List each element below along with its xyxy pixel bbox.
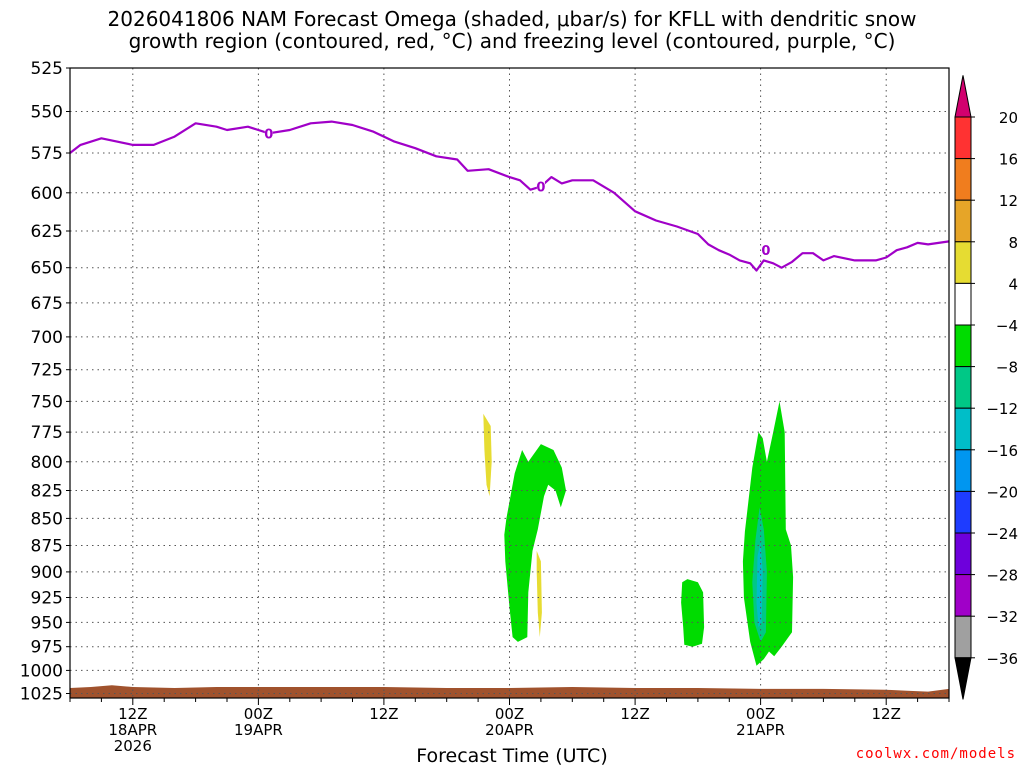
y-tick-label: 1025	[20, 685, 63, 705]
grid-layer	[70, 68, 949, 698]
site-credit: coolwx.com/models	[855, 746, 1016, 762]
colorbar-swatch	[954, 407, 972, 451]
freezing-level-label: 0	[264, 127, 273, 142]
x-tick-label: 12Z	[620, 705, 649, 723]
y-tick-label: 875	[31, 537, 63, 557]
freezing-level-label: 0	[536, 181, 545, 196]
colorbar-swatch	[954, 75, 972, 118]
y-tick-label: 1000	[20, 661, 63, 681]
omega-region	[742, 401, 794, 666]
colorbar-swatch	[954, 282, 972, 326]
colorbar-swatch	[954, 366, 972, 409]
x-tick-label: 00Z	[495, 705, 524, 723]
x-axis-title: Forecast Time (UTC)	[416, 745, 608, 767]
colorbar-swatch	[954, 158, 972, 201]
ground-fill	[70, 685, 949, 698]
y-tick-label: 700	[31, 328, 63, 348]
x-tick-label: 12Z	[872, 705, 901, 723]
y-tick-label: 900	[31, 563, 63, 583]
chart-title: 2026041806 NAM Forecast Omega (shaded, μ…	[0, 8, 1024, 52]
x-tick-label: 00Z	[244, 705, 273, 723]
y-tick-label: 925	[31, 589, 63, 609]
omega-region	[483, 413, 492, 497]
y-tick-label: 525	[31, 59, 63, 79]
y-tick-label: 575	[31, 144, 63, 164]
colorbar-swatch	[954, 449, 972, 492]
omega-region	[504, 444, 566, 642]
y-axis: 525 550 575 600 625 650 675 700 725 750 775 800 825 8…	[20, 59, 70, 705]
colorbar-swatch	[954, 116, 972, 160]
x-tick-label: 18APR	[108, 721, 157, 739]
colorbar-label: −8	[996, 359, 1018, 377]
colorbar-swatch	[954, 199, 972, 243]
x-tick-label: 12Z	[369, 705, 398, 723]
y-tick-label: 775	[31, 423, 63, 443]
y-tick-label: 950	[31, 613, 63, 633]
colorbar-swatch	[954, 615, 972, 659]
y-tick-label: 600	[31, 184, 63, 204]
omega-region	[756, 542, 763, 628]
y-tick-label: 850	[31, 509, 63, 529]
y-tick-label: 550	[31, 103, 63, 123]
colorbar-swatch	[954, 241, 972, 284]
colorbar-label: 16	[999, 151, 1018, 169]
colorbar-label: −24	[986, 525, 1018, 543]
omega-region	[536, 550, 542, 638]
x-tick-label: 19APR	[234, 721, 283, 739]
colorbar-label: −28	[986, 567, 1018, 585]
colorbar-swatch	[954, 657, 972, 700]
y-tick-label: 825	[31, 482, 63, 502]
x-tick-label: 12Z	[118, 705, 147, 723]
colorbar-label: −4	[996, 317, 1018, 335]
colorbar-label: −32	[986, 608, 1018, 626]
y-tick-label: 750	[31, 392, 63, 412]
colorbar-label: −20	[986, 483, 1018, 501]
colorbar-label: −16	[986, 442, 1018, 460]
colorbar-label: −36	[986, 650, 1018, 668]
colorbar-label: 12	[999, 192, 1018, 210]
y-tick-label: 800	[31, 453, 63, 473]
freezing-level-label-bg	[761, 243, 770, 258]
freezing-level-line	[69, 120, 950, 272]
y-tick-label: 975	[31, 638, 63, 658]
colorbar-label: −12	[986, 400, 1018, 418]
chart-title-line-1: 2026041806 NAM Forecast Omega (shaded, μ…	[107, 7, 917, 31]
colorbar-label: 4	[1008, 275, 1018, 293]
freezing-level-label-bg	[264, 126, 273, 141]
colorbar-label: 8	[1008, 234, 1018, 252]
colorbar: 20 16 12 8 4 −4 −8 −12 −16 −20 −24 −28 −32 −36	[954, 75, 1018, 700]
x-tick-label: 2026	[114, 737, 152, 755]
colorbar-swatch	[954, 490, 972, 534]
omega-shading-layer	[483, 401, 794, 666]
omega-region	[681, 579, 705, 647]
ground-layer	[70, 685, 949, 698]
x-tick-label: 20APR	[485, 721, 534, 739]
y-tick-label: 650	[31, 259, 63, 279]
colorbar-label: 20	[999, 109, 1018, 127]
x-tick-label: 00Z	[746, 705, 775, 723]
freezing-level-label-bg	[536, 179, 545, 194]
colorbar-swatch	[954, 532, 972, 576]
y-tick-label: 675	[31, 294, 63, 314]
colorbar-swatch	[954, 574, 972, 617]
y-tick-label: 625	[31, 222, 63, 242]
x-tick-label: 21APR	[736, 721, 785, 739]
freezing-level-label: 0	[761, 244, 770, 259]
colorbar-swatch	[954, 324, 972, 368]
freezing-level-layer: 0 0 0	[69, 120, 950, 272]
chart-title-line-2: growth region (contoured, red, °C) and f…	[128, 29, 896, 53]
y-tick-label: 725	[31, 361, 63, 381]
